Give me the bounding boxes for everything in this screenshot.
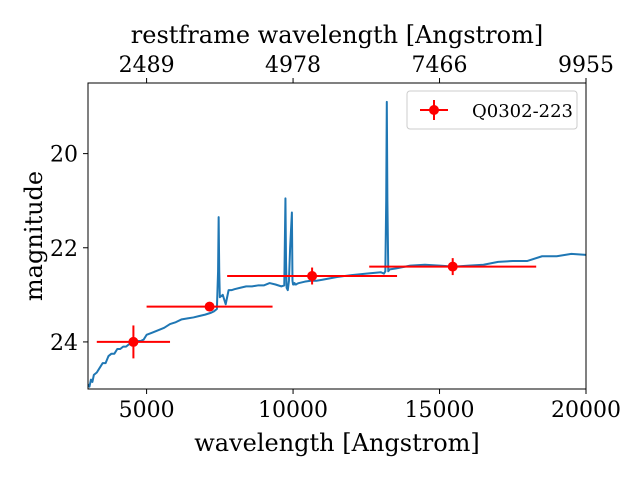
plot-area (88, 100, 586, 388)
left-axis-ticks: 20 22 24 (50, 143, 88, 356)
x-tick-label: 20000 (551, 398, 621, 423)
data-point-marker (128, 336, 139, 347)
x-tick-label: 10000 (258, 398, 328, 423)
y-axis-label: magnitude (20, 171, 48, 301)
data-point (369, 258, 537, 276)
axes-frame (87, 82, 587, 390)
data-point-marker (204, 301, 215, 312)
data-point (227, 267, 398, 285)
legend-marker-dot (429, 105, 439, 115)
bottom-axis-ticks: 5000 10000 15000 20000 (119, 389, 621, 423)
top-tick-label: 4978 (265, 53, 321, 78)
legend: Q0302-223 (406, 90, 578, 130)
data-point (146, 301, 273, 312)
data-point-marker (307, 271, 318, 282)
y-tick-label: 22 (50, 237, 78, 262)
top-axis-label: restframe wavelength [Angstrom] (131, 21, 543, 49)
data-point (96, 325, 171, 359)
top-axis-ticks: 2489 4978 7466 9955 (119, 53, 614, 83)
y-tick-label: 24 (50, 331, 78, 356)
x-tick-label: 5000 (119, 398, 175, 423)
legend-label: Q0302-223 (472, 101, 573, 122)
legend-box (406, 90, 578, 130)
model-spectrum-line (88, 100, 586, 388)
y-tick-label: 20 (50, 143, 78, 168)
top-tick-label: 9955 (558, 53, 614, 78)
top-tick-label: 2489 (119, 53, 175, 78)
x-tick-label: 15000 (405, 398, 475, 423)
data-point-marker (447, 261, 458, 272)
top-tick-label: 7466 (412, 53, 468, 78)
x-axis-label: wavelength [Angstrom] (194, 429, 480, 457)
